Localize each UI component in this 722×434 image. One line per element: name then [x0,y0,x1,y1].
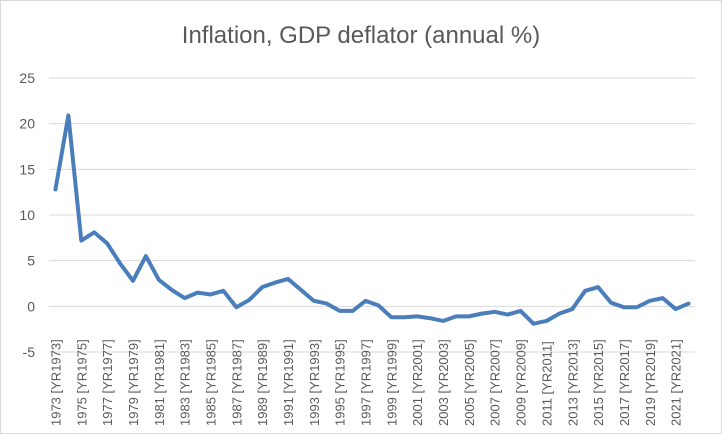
series-layer [53,113,691,326]
x-tick-label: 1977 [YR1977] [100,339,115,426]
x-tick-label: 1985 [YR1985] [204,339,219,426]
x-tick-label: 1993 [YR1993] [307,339,322,426]
x-tick-label: 1983 [YR1983] [178,339,193,426]
x-tick-label: 1999 [YR1999] [384,339,399,426]
y-tick-label: 15 [19,161,35,177]
y-tick-label: 25 [19,70,35,86]
chart-title: Inflation, GDP deflator (annual %) [182,22,540,49]
x-tick-label: 2011 [YR2011] [539,341,554,426]
x-tick-label: 1995 [YR1995] [333,339,348,426]
x-tick-label: 1991 [YR1991] [281,339,296,426]
x-tick-label: 2009 [YR2009] [514,339,529,426]
x-tick-label: 2001 [YR2001] [410,339,425,426]
y-tick-label: 0 [27,298,35,314]
x-tick-label: 2017 [YR2017] [617,339,632,426]
x-tick-label: 1981 [YR1981] [152,339,167,426]
x-tick-label: 1973 [YR1973] [48,339,63,426]
y-tick-label: -5 [23,344,36,360]
x-tick-label: 2013 [YR2013] [565,339,580,426]
x-tick-label: 2019 [YR2019] [643,339,658,426]
x-tick-label: 1997 [YR1997] [359,339,374,426]
x-tick-label: 2003 [YR2003] [436,339,451,426]
x-tick-label: 1979 [YR1979] [126,339,141,426]
x-tick-label: 1989 [YR1989] [255,339,270,426]
x-tick-label: 1975 [YR1975] [74,339,89,426]
x-axis-tick-labels: 1973 [YR1973] 1975 [YR1975] 1977 [YR1977] 1… [48,339,683,426]
series-line-0 [53,113,691,326]
x-tick-label: 2015 [YR2015] [591,339,606,426]
x-tick-label: 1987 [YR1987] [229,339,244,426]
y-tick-label: 10 [19,207,35,223]
gridlines [49,77,695,353]
x-tick-label: 2021 [YR2021] [669,339,684,426]
x-tick-label: 2005 [YR2005] [462,339,477,426]
y-tick-label: 20 [19,116,35,132]
y-axis-tick-labels: 25 20 15 10 5 0 -5 [19,70,35,360]
y-tick-label: 5 [27,253,35,269]
x-tick-label: 2007 [YR2007] [488,339,503,426]
